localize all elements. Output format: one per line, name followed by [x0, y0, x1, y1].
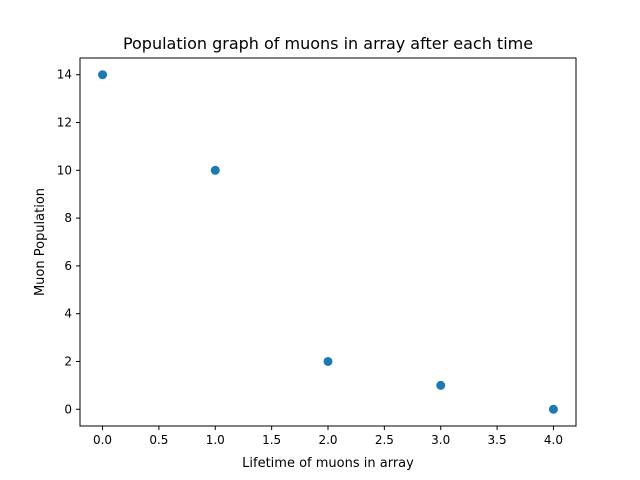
chart-title: Population graph of muons in array after… — [123, 34, 533, 53]
x-tick-label: 0.0 — [93, 433, 112, 447]
x-tick-label: 3.0 — [431, 433, 450, 447]
x-axis-ticks: 0.0 0.5 1.0 1.5 2.0 2.5 3.0 3.5 4.0 — [93, 426, 563, 447]
x-tick-label: 0.5 — [149, 433, 168, 447]
data-point — [323, 356, 333, 366]
x-axis-label: Lifetime of muons in array — [242, 456, 414, 471]
y-tick-label: 14 — [57, 68, 72, 82]
x-tick-label: 2.0 — [318, 433, 337, 447]
y-axis-label: Muon Population — [33, 188, 48, 296]
y-tick-label: 0 — [64, 402, 72, 416]
y-tick-label: 6 — [64, 259, 72, 273]
x-tick-label: 3.5 — [488, 433, 507, 447]
x-tick-label: 1.5 — [262, 433, 281, 447]
y-axis-ticks: 0 2 4 6 8 10 12 14 — [57, 68, 80, 416]
y-tick-label: 4 — [64, 307, 72, 321]
data-point — [548, 404, 558, 414]
plot-area: 0.0 0.5 1.0 1.5 2.0 2.5 3.0 3.5 4.0 0 2 4 6 8 10 12 14 — [57, 57, 577, 447]
plot-frame — [79, 57, 577, 427]
data-point — [436, 380, 446, 390]
x-tick-label: 2.5 — [375, 433, 394, 447]
data-point — [210, 165, 220, 175]
data-point — [98, 70, 108, 80]
y-tick-label: 10 — [57, 163, 72, 177]
data-points — [98, 70, 558, 414]
y-tick-label: 8 — [64, 211, 72, 225]
x-tick-label: 4.0 — [544, 433, 563, 447]
x-tick-label: 1.0 — [206, 433, 225, 447]
y-tick-label: 12 — [57, 116, 72, 130]
y-tick-label: 2 — [64, 354, 72, 368]
